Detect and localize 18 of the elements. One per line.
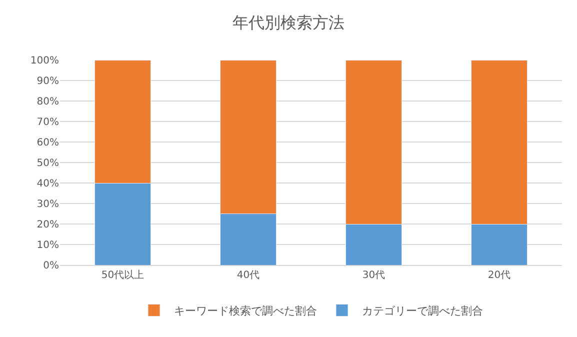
legend-label: キーワード検索で調べた割合 — [174, 304, 317, 318]
x-tick-label: 30代 — [362, 270, 386, 281]
y-tick-label: 60% — [36, 138, 59, 148]
x-tick-label: 50代以上 — [101, 269, 144, 281]
legend-label: カテゴリーで調べた割合 — [362, 304, 483, 318]
y-tick-label: 50% — [36, 158, 59, 169]
y-tick-label: 20% — [36, 220, 59, 230]
y-tick-label: 40% — [36, 178, 59, 190]
y-tick-label: 30% — [36, 199, 59, 210]
chart-title: 年代別検索方法 — [232, 13, 344, 32]
y-tick-label: 80% — [36, 96, 59, 108]
y-tick-label: 90% — [36, 76, 59, 87]
x-tick-label: 40代 — [236, 270, 260, 281]
y-tick-label: 10% — [36, 240, 59, 251]
y-tick-label: 70% — [36, 117, 59, 128]
y-tick-label: 100% — [30, 56, 59, 66]
y-tick-label: 0% — [43, 260, 59, 272]
x-tick-label: 20代 — [488, 270, 511, 281]
